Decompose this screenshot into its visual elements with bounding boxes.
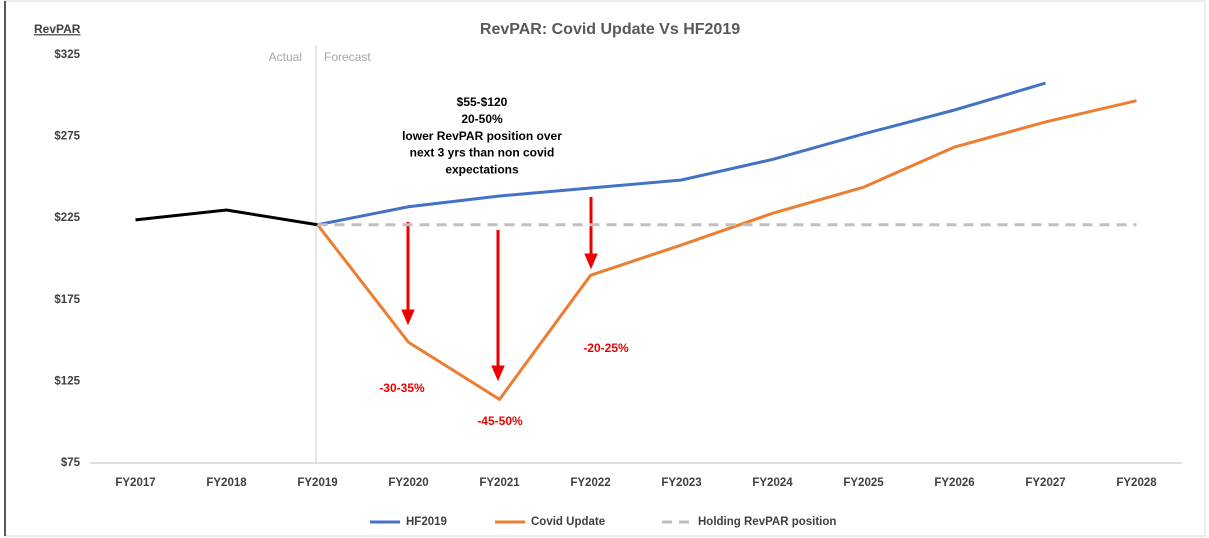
chart-frame: [4, 0, 1206, 537]
x-tick-label: FY2024: [752, 477, 793, 489]
x-tick-label: FY2022: [570, 477, 610, 489]
arrow-head: [491, 365, 505, 382]
annotation: -20-25%: [583, 341, 629, 355]
x-tick-label: FY2027: [1025, 477, 1065, 489]
x-tick-label: FY2017: [115, 477, 155, 489]
x-tick-label: FY2019: [297, 477, 337, 489]
y-tick-label: $175: [54, 294, 80, 306]
arrow-head: [584, 253, 598, 270]
series-line: [316, 99, 1137, 402]
annotation: -30-35%: [379, 381, 425, 395]
x-tick-label: FY2023: [661, 477, 701, 489]
x-tick-label: FY2018: [206, 477, 247, 489]
annotation: lower RevPAR position over: [402, 129, 562, 143]
annotation: -45-50%: [477, 414, 523, 428]
chart-title: RevPAR: Covid Update Vs HF2019: [480, 21, 740, 38]
legend-label: Covid Update: [531, 516, 605, 528]
arrows: [401, 197, 598, 382]
y-tick-label: $225: [54, 212, 80, 224]
x-tick-label: FY2028: [1116, 477, 1157, 489]
y-tick-label: $125: [54, 375, 80, 387]
series-line: [317, 81, 1046, 227]
annotation: $55-$120: [457, 95, 508, 109]
y-tick-label: $75: [61, 457, 81, 469]
period-label: Forecast: [324, 50, 371, 64]
arrow-head: [401, 309, 415, 326]
series-line: [135, 208, 318, 227]
annotation: 20-50%: [461, 112, 503, 126]
y-axis-label: RevPAR: [34, 22, 81, 36]
x-tick-label: FY2021: [479, 477, 520, 489]
x-tick-label: FY2026: [934, 477, 974, 489]
y-tick-label: $275: [54, 131, 80, 143]
y-tick-label: $325: [54, 49, 80, 61]
period-label: Actual: [269, 50, 302, 64]
annotation: next 3 yrs than non covid: [410, 146, 555, 160]
legend-label: HF2019: [406, 516, 447, 528]
x-tick-label: FY2025: [843, 477, 884, 489]
legend-label: Holding RevPAR position: [698, 516, 836, 528]
x-tick-label: FY2020: [388, 477, 428, 489]
annotation: expectations: [445, 162, 519, 176]
